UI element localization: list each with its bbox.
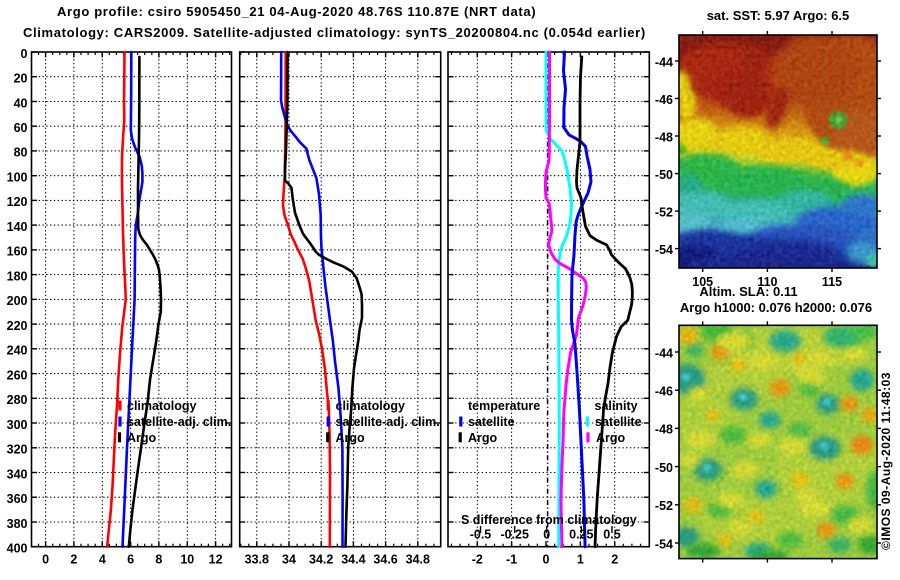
svg-text:temperature: temperature: [468, 399, 540, 413]
svg-text:115: 115: [822, 275, 842, 289]
svg-text:12: 12: [209, 553, 223, 567]
svg-text:©IMOS 09-Aug-2020 11:48:03: ©IMOS 09-Aug-2020 11:48:03: [879, 372, 893, 550]
svg-text:Altim. SLA: 0.11: Altim. SLA: 0.11: [699, 284, 797, 299]
svg-text:0: 0: [21, 47, 28, 61]
svg-text:-0.25: -0.25: [500, 528, 529, 542]
svg-text:satellite-adj. clim.: satellite-adj. clim.: [336, 415, 440, 429]
svg-text:-2: -2: [472, 553, 483, 567]
svg-text:-50: -50: [655, 461, 673, 475]
svg-text:300: 300: [7, 418, 28, 432]
svg-text:200: 200: [7, 294, 28, 308]
svg-text:400: 400: [7, 542, 28, 556]
svg-text:sat. SST: 5.97 Argo: 6.5: sat. SST: 5.97 Argo: 6.5: [707, 8, 850, 23]
svg-text:8: 8: [155, 553, 162, 567]
svg-text:-48: -48: [655, 423, 673, 437]
svg-text:Argo: Argo: [468, 431, 498, 445]
svg-text:40: 40: [14, 96, 28, 110]
svg-text:260: 260: [7, 368, 28, 382]
svg-text:1: 1: [577, 553, 584, 567]
svg-text:Climatology: CARS2009. Satelli: Climatology: CARS2009. Satellite-adjuste…: [23, 25, 646, 40]
svg-text:0: 0: [543, 553, 550, 567]
svg-text:2: 2: [611, 553, 618, 567]
svg-text:220: 220: [7, 319, 28, 333]
svg-text:satellite-adj. clim.: satellite-adj. clim.: [127, 415, 231, 429]
svg-text:160: 160: [7, 245, 28, 259]
svg-text:105: 105: [692, 275, 713, 289]
svg-text:34.6: 34.6: [373, 553, 397, 567]
svg-text:climatology: climatology: [336, 399, 406, 413]
svg-text:-52: -52: [655, 205, 673, 219]
svg-text:climatology: climatology: [127, 399, 197, 413]
svg-text:Argo: Argo: [127, 431, 157, 445]
svg-text:-44: -44: [655, 55, 673, 69]
svg-text:4: 4: [99, 553, 106, 567]
svg-text:S difference from climatology: S difference from climatology: [461, 513, 637, 527]
svg-text:-0.5: -0.5: [470, 528, 492, 542]
svg-text:-1: -1: [506, 553, 517, 567]
svg-text:34.4: 34.4: [341, 553, 365, 567]
svg-text:60: 60: [14, 121, 28, 135]
svg-text:10: 10: [180, 553, 194, 567]
svg-text:380: 380: [7, 517, 28, 531]
svg-text:2: 2: [70, 553, 77, 567]
svg-text:240: 240: [7, 344, 28, 358]
svg-text:20: 20: [14, 72, 28, 86]
svg-text:140: 140: [7, 220, 28, 234]
svg-text:0: 0: [42, 553, 49, 567]
svg-text:-54: -54: [655, 243, 673, 257]
svg-text:Argo profile: csiro 5905450_21: Argo profile: csiro 5905450_21 04-Aug-20…: [57, 4, 536, 19]
svg-text:0.5: 0.5: [603, 528, 620, 542]
svg-text:6: 6: [127, 553, 134, 567]
svg-text:satellite: satellite: [468, 415, 515, 429]
svg-text:Argo h1000: 0.076 h2000: 0.076: Argo h1000: 0.076 h2000: 0.076: [680, 300, 872, 315]
svg-text:320: 320: [7, 443, 28, 457]
svg-text:33.8: 33.8: [245, 553, 269, 567]
svg-text:satellite: satellite: [595, 415, 642, 429]
svg-text:34.2: 34.2: [309, 553, 333, 567]
svg-text:0: 0: [543, 528, 550, 542]
svg-text:-52: -52: [655, 499, 673, 513]
svg-text:-54: -54: [655, 537, 673, 551]
svg-text:80: 80: [14, 146, 28, 160]
svg-text:120: 120: [7, 195, 28, 209]
svg-text:-50: -50: [655, 168, 673, 182]
svg-text:0.25: 0.25: [569, 528, 593, 542]
svg-text:Argo: Argo: [596, 431, 626, 445]
svg-text:salinity: salinity: [595, 399, 638, 413]
svg-text:340: 340: [7, 467, 28, 481]
svg-text:-46: -46: [655, 385, 673, 399]
svg-text:-44: -44: [655, 346, 673, 360]
svg-text:100: 100: [7, 171, 28, 185]
svg-text:180: 180: [7, 269, 28, 283]
svg-text:110: 110: [757, 275, 777, 289]
svg-text:360: 360: [7, 492, 28, 506]
svg-text:-46: -46: [655, 93, 673, 107]
svg-text:280: 280: [7, 393, 28, 407]
svg-text:34.8: 34.8: [406, 553, 430, 567]
svg-text:Argo: Argo: [336, 431, 366, 445]
svg-text:34: 34: [282, 553, 296, 567]
svg-text:-48: -48: [655, 130, 673, 144]
